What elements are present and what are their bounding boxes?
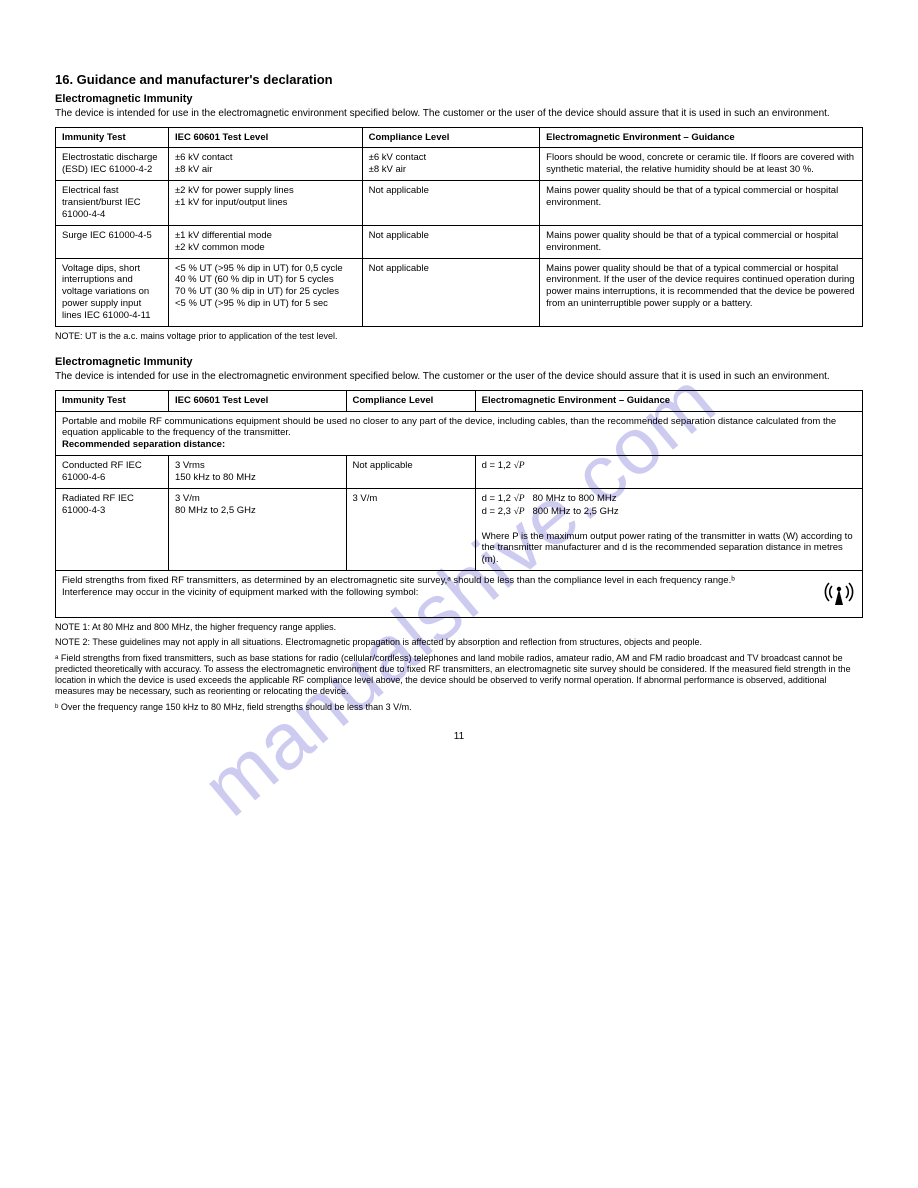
t1-r3-c3: Mains power quality should be that of a … [540,258,863,326]
t2-field-note-row: Field strengths from fixed RF transmitte… [56,571,863,618]
subtitle-immunity-2: Electromagnetic Immunity [55,356,863,368]
t2-h4: Electromagnetic Environment – Guidance [475,390,862,411]
t2-r0-c2: Not applicable [346,456,475,489]
t2-r1-c2: 3 V/m [346,488,475,570]
t1-r1-c3: Mains power quality should be that of a … [540,181,863,226]
t2-formula-note: Where P is the maximum output power rati… [482,531,853,566]
t2-h1: Immunity Test [56,390,169,411]
t1-h2: IEC 60601 Test Level [168,127,362,148]
t1-r0-c2: ±6 kV contact ±8 kV air [362,148,540,181]
t1-r0-c3: Floors should be wood, concrete or ceram… [540,148,863,181]
t1-h3: Compliance Level [362,127,540,148]
t2-r0-c3: d = 1,2 √P [475,456,862,489]
t1-r0-c0: Electrostatic discharge (ESD) IEC 61000-… [56,148,169,181]
note-b: ᵇ Over the frequency range 150 kHz to 80… [55,702,863,713]
t1-note: NOTE: UT is the a.c. mains voltage prior… [55,331,863,342]
t2-caption: Portable and mobile RF communications eq… [56,411,863,456]
intro-paragraph-1: The device is intended for use in the el… [55,108,863,121]
t1-r3-c2: Not applicable [362,258,540,326]
t2-r0-c0: Conducted RF IEC 61000-4-6 [56,456,169,489]
t1-r3-c1: <5 % UT (>95 % dip in UT) for 0,5 cycle … [168,258,362,326]
t1-r2-c3: Mains power quality should be that of a … [540,225,863,258]
t1-r1-c2: Not applicable [362,181,540,226]
t2-r1-c1: 3 V/m 80 MHz to 2,5 GHz [168,488,346,570]
t2-h3: Compliance Level [346,390,475,411]
immunity-table-1: Immunity Test IEC 60601 Test Level Compl… [55,127,863,327]
t1-r2-c2: Not applicable [362,225,540,258]
t1-r3-c0: Voltage dips, short interruptions and vo… [56,258,169,326]
intro-paragraph-2: The device is intended for use in the el… [55,371,863,384]
t1-r1-c1: ±2 kV for power supply lines ±1 kV for i… [168,181,362,226]
t2-caption-text: Portable and mobile RF communications eq… [62,416,836,439]
rf-antenna-icon [822,575,856,613]
t1-r2-c0: Surge IEC 61000-4-5 [56,225,169,258]
t2-rec-label: Recommended separation distance: [62,439,225,450]
t2-r1-c0: Radiated RF IEC 61000-4-3 [56,488,169,570]
page-number: 11 [55,731,863,742]
note-a: ᵃ Field strengths from fixed transmitter… [55,653,863,698]
t1-r0-c1: ±6 kV contact ±8 kV air [168,148,362,181]
t2-field-note: Field strengths from fixed RF transmitte… [62,575,814,599]
t2-r0-c1: 3 Vrms 150 kHz to 80 MHz [168,456,346,489]
t1-h1: Immunity Test [56,127,169,148]
subtitle-immunity-1: Electromagnetic Immunity [55,93,863,105]
immunity-table-2: Immunity Test IEC 60601 Test Level Compl… [55,390,863,618]
note-2: NOTE 2: These guidelines may not apply i… [55,637,863,648]
t1-r1-c0: Electrical fast transient/burst IEC 6100… [56,181,169,226]
t2-r1-c3: d = 1,2 √P 80 MHz to 800 MHz d = 2,3 √P … [475,488,862,570]
note-1: NOTE 1: At 80 MHz and 800 MHz, the highe… [55,622,863,633]
t1-r2-c1: ±1 kV differential mode ±2 kV common mod… [168,225,362,258]
t2-h2: IEC 60601 Test Level [168,390,346,411]
t1-h4: Electromagnetic Environment – Guidance [540,127,863,148]
section-title: 16. Guidance and manufacturer's declarat… [55,72,863,87]
